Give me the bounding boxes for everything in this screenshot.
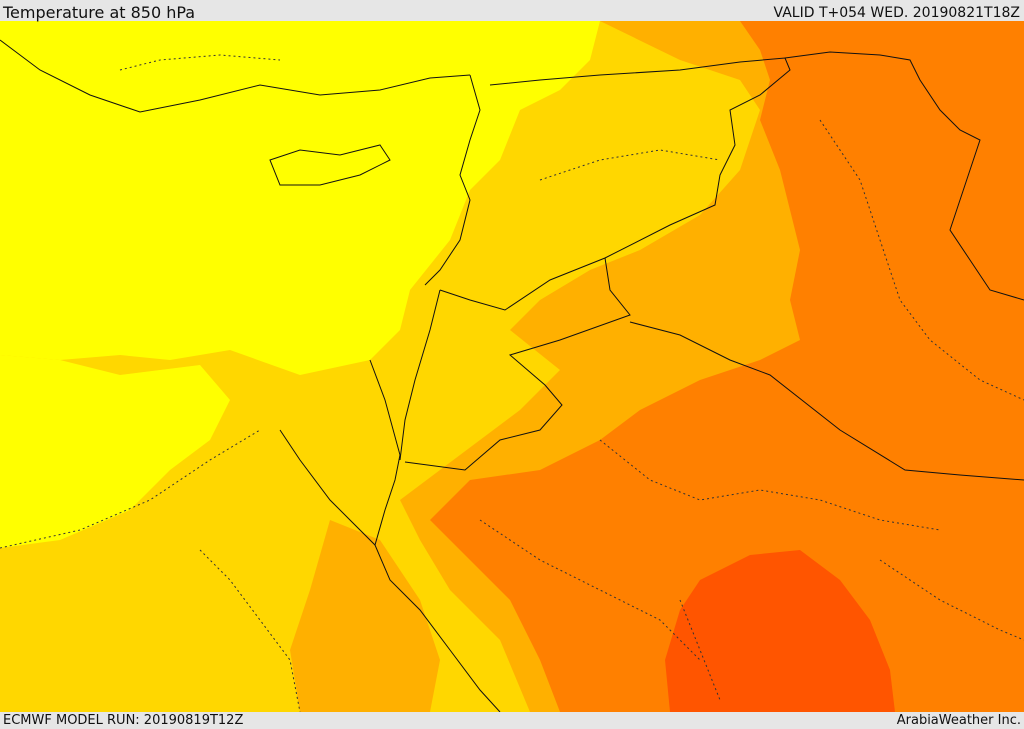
admin-boundaries (0, 54, 1024, 712)
credit: ArabiaWeather Inc. (896, 713, 1021, 728)
temperature-map (0, 21, 1024, 712)
valid-time: VALID T+054 WED. 20190821T18Z (773, 5, 1020, 21)
band-light-orange-west (290, 520, 440, 712)
band-hottest (665, 550, 895, 712)
country-borders (0, 39, 1024, 712)
footer-bar: ECMWF MODEL RUN: 20190819T12Z ArabiaWeat… (0, 712, 1024, 729)
band-orange (430, 21, 1024, 712)
model-run: ECMWF MODEL RUN: 20190819T12Z (3, 713, 244, 728)
header-bar: Temperature at 850 hPa VALID T+054 WED. … (0, 0, 1024, 22)
band-yellow-south (0, 355, 230, 548)
map-title: Temperature at 850 hPa (3, 3, 196, 22)
